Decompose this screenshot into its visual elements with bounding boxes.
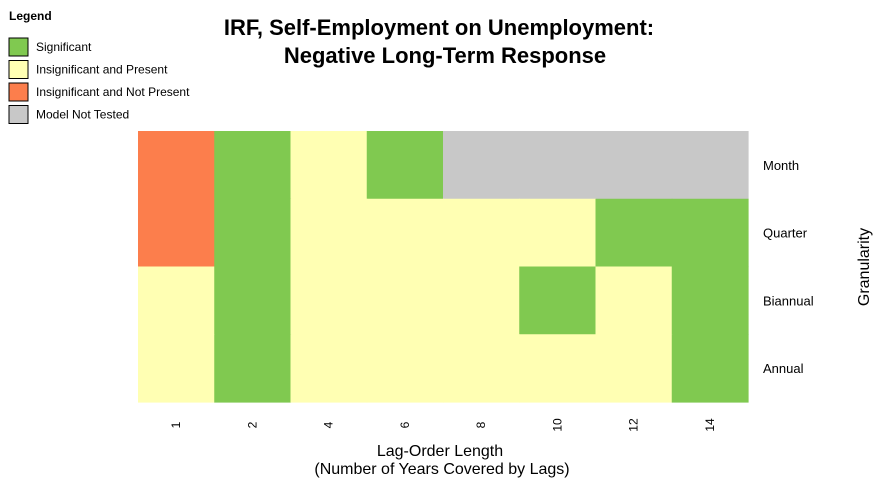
column-tick-labels: 1 2 4 6 8 10 12 14 xyxy=(169,418,717,432)
x-tick-label-2: 2 xyxy=(245,421,259,428)
heatmap-cell-annual-1 xyxy=(138,334,215,403)
row-label-month: Month xyxy=(763,158,799,173)
heatmap-cell-quarter-14 xyxy=(671,198,749,268)
legend-swatch-model-not-tested xyxy=(8,105,29,124)
heatmap-cell-month-8 xyxy=(443,131,520,200)
x-tick-label-14: 14 xyxy=(703,418,717,432)
heatmap-cell-biannual-14 xyxy=(671,266,749,335)
heatmap-cell-annual-8 xyxy=(443,334,520,403)
heatmap-cell-quarter-10 xyxy=(519,198,597,268)
heatmap-cell-quarter-12 xyxy=(595,198,673,268)
heatmap-cell-biannual-2 xyxy=(214,266,292,335)
heatmap-cell-month-12 xyxy=(595,131,673,200)
heatmap-cells xyxy=(138,131,749,403)
x-tick-label-4: 4 xyxy=(322,421,336,428)
heatmap-cell-biannual-12 xyxy=(595,266,673,335)
heatmap-cell-biannual-10 xyxy=(519,266,597,335)
heatmap-cell-annual-4 xyxy=(290,334,368,403)
heatmap-cell-annual-12 xyxy=(595,334,673,403)
heatmap-cell-month-14 xyxy=(671,131,749,200)
heatmap-cell-quarter-8 xyxy=(443,198,520,268)
legend-title: Legend xyxy=(9,9,52,23)
heatmap-cell-biannual-8 xyxy=(443,266,520,335)
heatmap-cell-month-1 xyxy=(138,131,215,200)
heatmap-cell-annual-2 xyxy=(214,334,292,403)
row-label-annual: Annual xyxy=(763,361,804,376)
heatmap-cell-quarter-6 xyxy=(366,198,444,268)
legend-swatch-insignificant-and-present xyxy=(8,60,29,79)
chart-title-line-2: Negative Long-Term Response xyxy=(284,43,606,68)
x-axis-label-line-2: (Number of Years Covered by Lags) xyxy=(314,461,569,478)
legend-label-significant: Significant xyxy=(36,40,92,54)
x-axis-label-line-1: Lag-Order Length xyxy=(377,443,503,460)
legend: Legend Significant Insignificant and Pres… xyxy=(8,9,190,124)
legend-label-insignificant-and-not-present: Insignificant and Not Present xyxy=(36,85,190,99)
row-labels: Month Quarter Biannual Annual xyxy=(763,158,814,376)
heatmap-cell-quarter-2 xyxy=(214,198,292,268)
heatmap-cell-annual-14 xyxy=(671,334,749,403)
heatmap-cell-biannual-1 xyxy=(138,266,215,335)
heatmap-cell-month-10 xyxy=(519,131,597,200)
x-tick-label-10: 10 xyxy=(550,418,564,432)
x-tick-label-12: 12 xyxy=(627,418,641,432)
x-tick-label-1: 1 xyxy=(169,421,183,428)
heatmap-cell-biannual-6 xyxy=(366,266,444,335)
row-label-quarter: Quarter xyxy=(763,226,808,241)
heatmap-cell-month-6 xyxy=(366,131,444,200)
x-tick-label-8: 8 xyxy=(474,421,488,428)
heatmap-cell-month-4 xyxy=(290,131,368,200)
heatmap-cell-month-2 xyxy=(214,131,292,200)
legend-label-model-not-tested: Model Not Tested xyxy=(36,108,129,122)
chart-title-line-1: IRF, Self-Employment on Unemployment: xyxy=(224,15,654,40)
heatmap-cell-biannual-4 xyxy=(290,266,368,335)
x-tick-label-6: 6 xyxy=(398,421,412,428)
y-axis-label: Granularity xyxy=(856,228,873,306)
heatmap-cell-annual-6 xyxy=(366,334,444,403)
row-label-biannual: Biannual xyxy=(763,293,814,308)
legend-swatch-insignificant-and-not-present xyxy=(8,82,29,102)
heatmap-cell-annual-10 xyxy=(519,334,597,403)
legend-swatch-significant xyxy=(8,37,29,57)
legend-label-insignificant-and-present: Insignificant and Present xyxy=(36,63,168,77)
heatmap-cell-quarter-1 xyxy=(138,198,215,268)
heatmap-cell-quarter-4 xyxy=(290,198,368,268)
